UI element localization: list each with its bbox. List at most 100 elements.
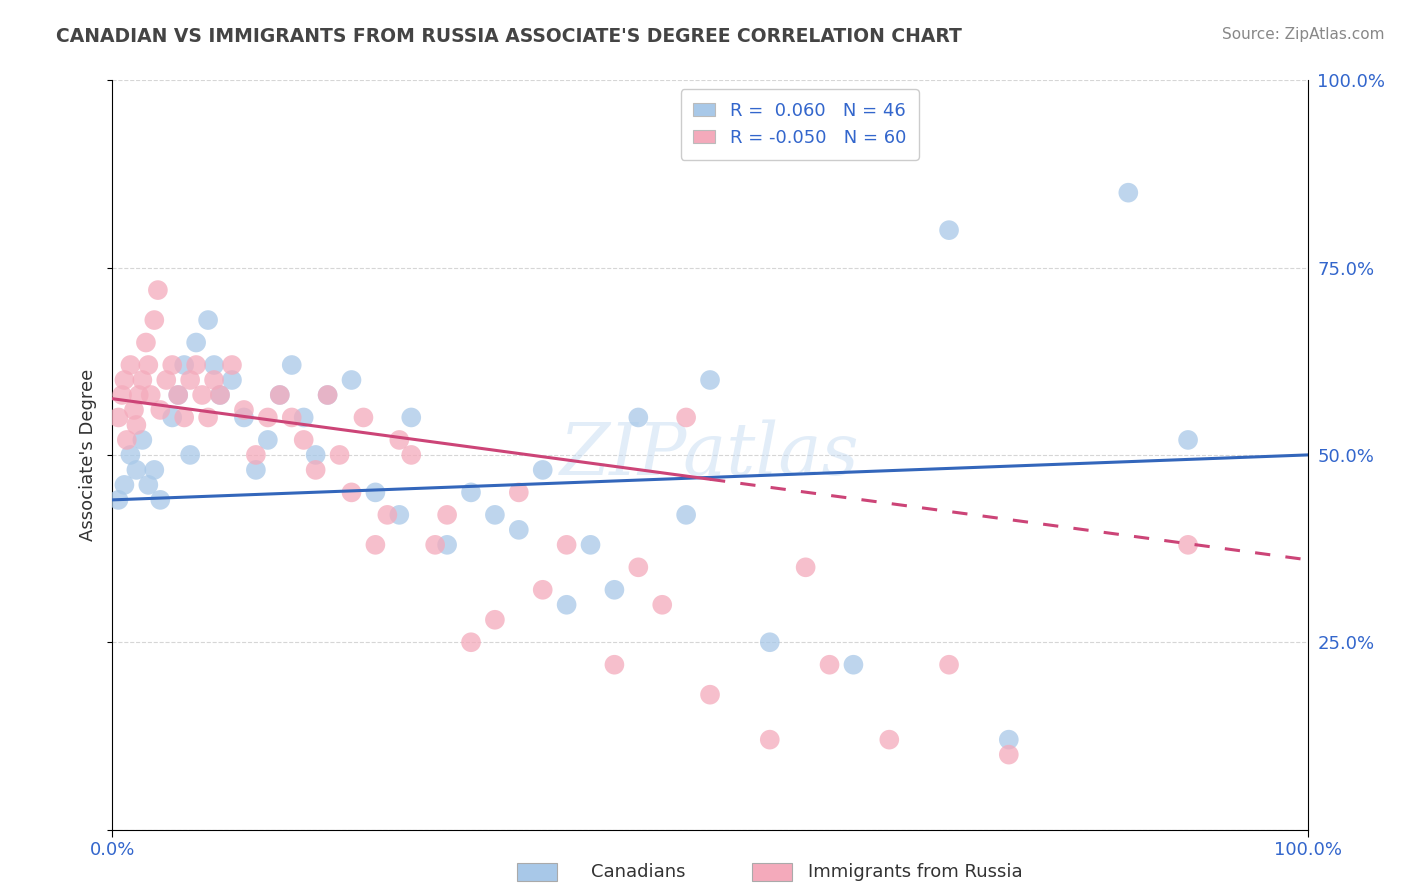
Point — [305, 448, 328, 462]
Point — [651, 598, 673, 612]
Point — [675, 410, 697, 425]
Point — [627, 560, 650, 574]
Point — [138, 478, 160, 492]
Point — [340, 485, 363, 500]
Point — [842, 657, 865, 672]
Point — [149, 492, 172, 507]
Point — [555, 598, 578, 612]
Legend: R =  0.060   N = 46, R = -0.050   N = 60: R = 0.060 N = 46, R = -0.050 N = 60 — [681, 89, 918, 160]
Point — [998, 747, 1021, 762]
Point — [114, 373, 135, 387]
Point — [245, 448, 267, 462]
Point — [484, 613, 506, 627]
Point — [1118, 186, 1140, 200]
Point — [115, 433, 138, 447]
Point — [186, 358, 208, 372]
Point — [233, 410, 256, 425]
Point — [364, 485, 387, 500]
Point — [436, 508, 458, 522]
Point — [173, 410, 195, 425]
Point — [699, 688, 721, 702]
Point — [425, 538, 447, 552]
Point — [352, 410, 374, 425]
Point — [998, 732, 1021, 747]
Point — [173, 358, 195, 372]
Point — [155, 373, 177, 387]
Point — [245, 463, 267, 477]
Point — [167, 388, 190, 402]
Point — [555, 538, 578, 552]
Point — [162, 358, 183, 372]
Point — [197, 410, 219, 425]
Point — [257, 410, 280, 425]
Point — [531, 582, 554, 597]
Point — [257, 433, 280, 447]
Point — [818, 657, 841, 672]
Point — [388, 508, 411, 522]
Point — [281, 410, 304, 425]
Point — [364, 538, 387, 552]
Point — [143, 313, 166, 327]
Point — [221, 373, 243, 387]
Point — [179, 373, 201, 387]
Point — [111, 388, 134, 402]
Point — [146, 283, 169, 297]
Y-axis label: Associate's Degree: Associate's Degree — [79, 368, 97, 541]
Point — [186, 335, 208, 350]
Text: Immigrants from Russia: Immigrants from Russia — [808, 863, 1024, 881]
Point — [460, 635, 482, 649]
Point — [316, 388, 339, 402]
Point — [125, 417, 148, 432]
Point — [484, 508, 506, 522]
Point — [269, 388, 291, 402]
Point — [202, 358, 225, 372]
Point — [531, 463, 554, 477]
Point — [197, 313, 219, 327]
Point — [143, 463, 166, 477]
Point — [128, 388, 150, 402]
Point — [699, 373, 721, 387]
Point — [131, 373, 153, 387]
Point — [167, 388, 190, 402]
Point — [191, 388, 214, 402]
Point — [401, 410, 423, 425]
Point — [1177, 433, 1199, 447]
Point — [627, 410, 650, 425]
Point — [579, 538, 602, 552]
Point — [162, 410, 183, 425]
Point — [131, 433, 153, 447]
Point — [401, 448, 423, 462]
Point — [292, 433, 315, 447]
Point — [436, 538, 458, 552]
Point — [794, 560, 817, 574]
Point — [107, 410, 129, 425]
Point — [202, 373, 225, 387]
Text: Canadians: Canadians — [591, 863, 685, 881]
Point — [938, 223, 960, 237]
Point — [125, 463, 148, 477]
Point — [139, 388, 162, 402]
Point — [138, 358, 160, 372]
Point — [107, 492, 129, 507]
Text: Source: ZipAtlas.com: Source: ZipAtlas.com — [1222, 27, 1385, 42]
Point — [388, 433, 411, 447]
Point — [269, 388, 291, 402]
Point — [508, 485, 530, 500]
Point — [938, 657, 960, 672]
Point — [120, 358, 142, 372]
Text: ZIPatlas: ZIPatlas — [560, 419, 860, 491]
Point — [340, 373, 363, 387]
Point — [120, 448, 142, 462]
Point — [209, 388, 232, 402]
Point — [1177, 538, 1199, 552]
Point — [209, 388, 232, 402]
Point — [879, 732, 901, 747]
Point — [122, 403, 145, 417]
Point — [759, 732, 782, 747]
Point — [460, 485, 482, 500]
Point — [221, 358, 243, 372]
Point — [114, 478, 135, 492]
Point — [329, 448, 352, 462]
Point — [281, 358, 304, 372]
Point — [316, 388, 339, 402]
